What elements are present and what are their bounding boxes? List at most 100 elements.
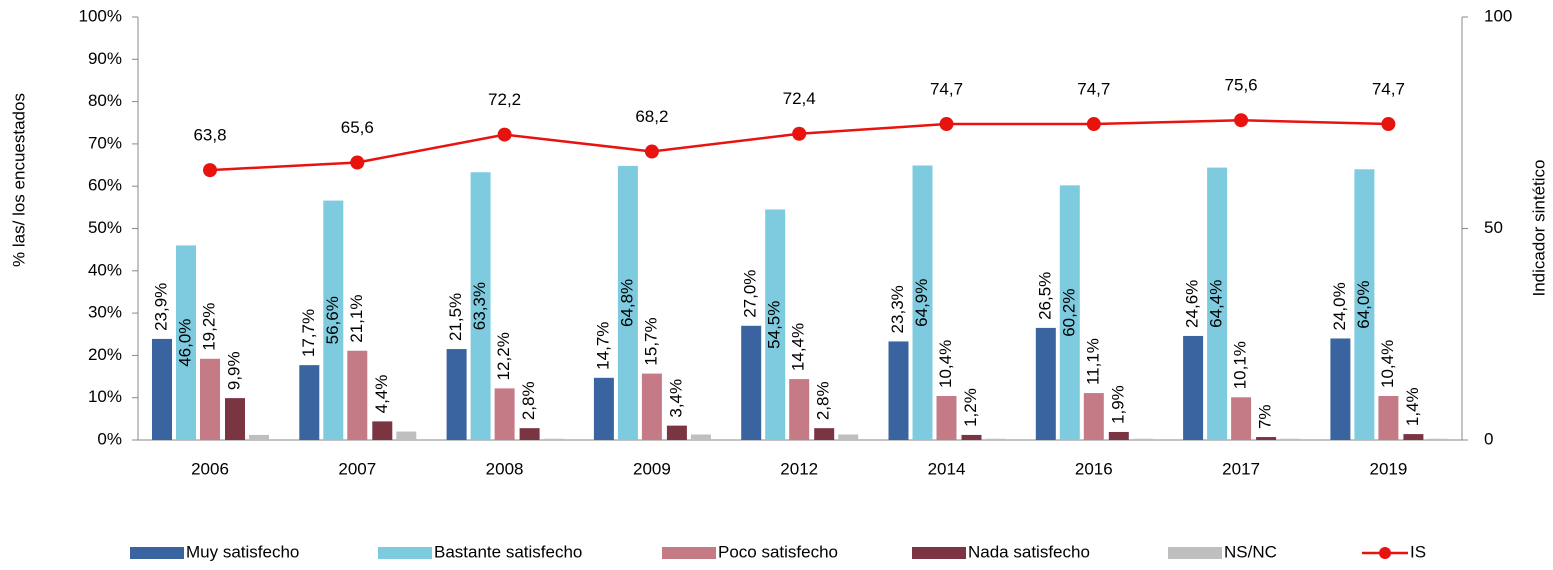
- bar: [323, 200, 344, 440]
- bar-label: 21,5%: [446, 293, 465, 341]
- x-tick-label: 2016: [1075, 459, 1113, 478]
- legend-label: IS: [1410, 542, 1426, 561]
- bar: [347, 350, 368, 440]
- is-point: [939, 117, 954, 132]
- bar: [176, 245, 196, 440]
- bar-label: 2,8%: [519, 381, 538, 420]
- bar: [814, 428, 835, 440]
- is-label: 74,7: [1077, 80, 1110, 99]
- x-tick-label: 2007: [338, 459, 376, 478]
- is-label: 72,4: [783, 89, 816, 108]
- bar: [470, 172, 491, 440]
- is-point: [203, 163, 217, 178]
- bar-label: 19,2%: [199, 303, 218, 351]
- bar-label: 17,7%: [299, 309, 318, 357]
- y-tick-label: 10%: [88, 387, 122, 406]
- bar-label: 26,5%: [1035, 272, 1054, 320]
- bar: [912, 165, 933, 440]
- bar-label: 64,9%: [912, 279, 931, 327]
- bar: [519, 428, 540, 440]
- bar-label: 54,5%: [765, 301, 784, 349]
- bar: [543, 438, 564, 440]
- y-axis-label: % las/ los encuestados: [9, 93, 28, 267]
- bar-label: 23,9%: [151, 283, 170, 331]
- legend-swatch: [912, 547, 966, 559]
- legend-swatch: [130, 547, 184, 559]
- x-tick-label: 2019: [1369, 459, 1407, 478]
- bar-label: 7%: [1256, 404, 1275, 429]
- bar-label: 11,1%: [1083, 338, 1102, 385]
- bar: [249, 434, 269, 440]
- x-tick-label: 2008: [486, 459, 524, 478]
- bar: [1108, 431, 1129, 440]
- y-tick-label: 30%: [88, 303, 122, 322]
- bar-label: 14,4%: [789, 323, 808, 371]
- bar: [789, 379, 810, 440]
- bar: [666, 425, 687, 440]
- bar-label: 24,0%: [1330, 282, 1349, 330]
- bar-label: 1,9%: [1108, 385, 1127, 424]
- y-tick-label: 0%: [97, 429, 122, 448]
- is-label: 63,8: [193, 126, 226, 145]
- is-point: [1086, 117, 1101, 132]
- is-label: 75,6: [1225, 76, 1258, 95]
- y-tick-label: 20%: [88, 345, 122, 364]
- bar-label: 27,0%: [741, 270, 760, 318]
- bar: [985, 438, 1006, 440]
- y-tick-label: 60%: [88, 176, 122, 195]
- bar-label: 10,1%: [1231, 341, 1250, 389]
- bar: [593, 377, 614, 440]
- bar: [152, 338, 172, 440]
- bar-label: 24,6%: [1183, 280, 1202, 328]
- is-point: [497, 127, 512, 142]
- is-point: [1234, 113, 1249, 128]
- bar: [1059, 185, 1080, 440]
- bar: [1035, 327, 1056, 440]
- bar: [1427, 438, 1448, 440]
- bar: [372, 421, 393, 440]
- bar: [494, 388, 515, 440]
- bar: [396, 431, 417, 440]
- x-tick-label: 2014: [928, 459, 966, 478]
- y-tick-label: 80%: [88, 91, 122, 110]
- is-point: [644, 144, 659, 159]
- bar: [617, 165, 638, 440]
- y-tick-label: 50%: [88, 218, 122, 237]
- bar-label: 64,8%: [617, 279, 636, 327]
- bar-label: 64,4%: [1207, 280, 1226, 328]
- bar-label: 1,4%: [1403, 387, 1422, 426]
- legend-swatch: [662, 547, 716, 559]
- legend-label: Muy satisfecho: [186, 542, 299, 561]
- y-tick-label: 70%: [88, 133, 122, 152]
- y-tick-label: 40%: [88, 260, 122, 279]
- bar-label: 10,4%: [936, 340, 955, 388]
- bar: [1183, 335, 1204, 440]
- bar: [641, 373, 662, 440]
- y2-axis-label: Indicador sintético: [1529, 159, 1548, 296]
- x-tick-label: 2012: [780, 459, 818, 478]
- legend-swatch: [1379, 547, 1391, 559]
- bar: [225, 398, 245, 440]
- legend-label: NS/NC: [1224, 542, 1277, 561]
- y2-tick-label: 100: [1484, 6, 1512, 25]
- bar: [1083, 393, 1104, 440]
- bar: [1231, 397, 1252, 440]
- bar: [299, 365, 320, 440]
- bar: [765, 209, 786, 440]
- bar: [741, 325, 762, 440]
- bar-label: 21,1%: [347, 295, 366, 343]
- bar-label: 46,0%: [175, 319, 194, 367]
- y-tick-label: 90%: [88, 49, 122, 68]
- bar-label: 56,6%: [323, 296, 342, 344]
- bar: [1256, 437, 1277, 440]
- bar: [1378, 396, 1399, 440]
- bar-label: 1,2%: [961, 388, 980, 427]
- is-label: 74,7: [930, 80, 963, 99]
- bar: [961, 434, 982, 440]
- y-tick-label: 100%: [79, 6, 122, 25]
- bar: [936, 396, 957, 440]
- legend-label: Nada satisfecho: [968, 542, 1090, 561]
- bar-label: 15,7%: [641, 317, 660, 365]
- legend-swatch: [1168, 547, 1222, 559]
